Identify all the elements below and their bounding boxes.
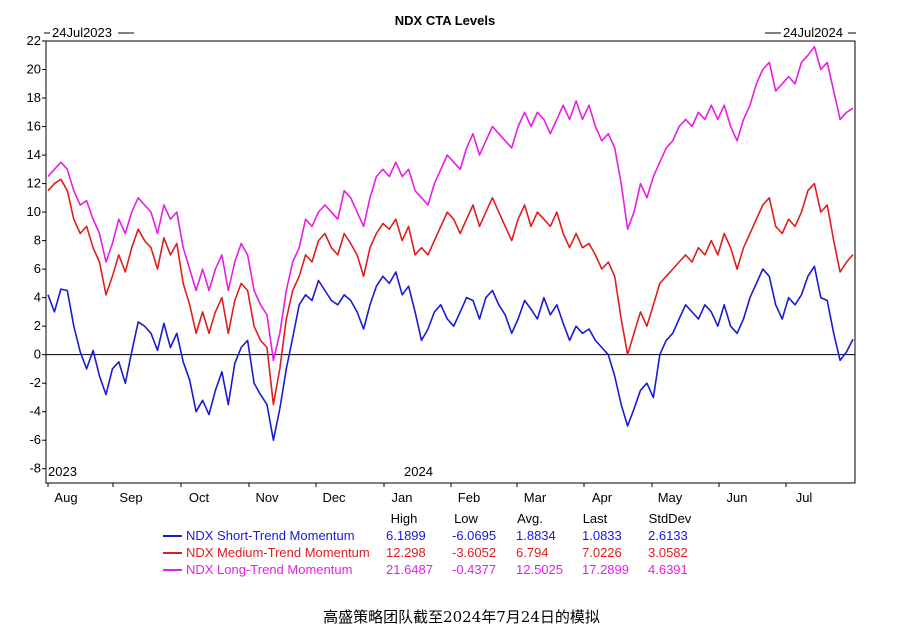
- x-month-label: Sep: [119, 490, 142, 505]
- legend-stat-value: 6.794: [516, 545, 549, 560]
- x-month-label: Jan: [392, 490, 413, 505]
- x-month-label: Jun: [727, 490, 748, 505]
- y-tick-label: 0: [34, 347, 41, 362]
- end-range-label: 24Jul2024: [783, 25, 843, 40]
- y-tick-label: 12: [27, 176, 41, 191]
- legend-stat-value: 4.6391: [648, 562, 688, 577]
- x-month-label: Aug: [54, 490, 77, 505]
- legend-stat-value: 1.0833: [582, 528, 622, 543]
- legend: High Low Avg. Last StdDev NDX Short-Trend Mom…: [163, 511, 692, 577]
- legend-stat-value: -0.4377: [452, 562, 496, 577]
- x-year-label: 2024: [404, 464, 433, 479]
- legend-stat-value: 17.2899: [582, 562, 629, 577]
- y-tick-label: 10: [27, 204, 41, 219]
- series-line: [47, 265, 854, 441]
- legend-stat-value: -3.6052: [452, 545, 496, 560]
- x-month-label: Dec: [322, 490, 346, 505]
- stats-header: StdDev: [649, 511, 692, 526]
- y-tick-label: 8: [34, 233, 41, 248]
- stats-header: Last: [583, 511, 608, 526]
- stats-header: Avg.: [517, 511, 543, 526]
- legend-stat-value: 2.6133: [648, 528, 688, 543]
- x-month-label: Nov: [255, 490, 279, 505]
- legend-series-name: NDX Long-Trend Momentum: [186, 562, 352, 577]
- stats-header: Low: [454, 511, 478, 526]
- series-line: [47, 178, 854, 406]
- legend-stat-value: 21.6487: [386, 562, 433, 577]
- y-tick-label: -2: [29, 375, 41, 390]
- y-tick-label: -6: [29, 432, 41, 447]
- start-range-label: 24Jul2023: [52, 25, 112, 40]
- x-year-label: 2023: [48, 464, 77, 479]
- legend-stat-value: 1.8834: [516, 528, 556, 543]
- y-tick-label: 22: [27, 33, 41, 48]
- x-month-label: Jul: [796, 490, 813, 505]
- chart-title: NDX CTA Levels: [395, 13, 495, 28]
- legend-series-name: NDX Medium-Trend Momentum: [186, 545, 370, 560]
- x-month-label: Mar: [524, 490, 547, 505]
- y-tick-label: 14: [27, 147, 41, 162]
- stats-header: High: [391, 511, 418, 526]
- legend-stat-value: 7.0226: [582, 545, 622, 560]
- legend-stat-value: 3.0582: [648, 545, 688, 560]
- legend-stat-value: 12.298: [386, 545, 426, 560]
- legend-stat-value: 6.1899: [386, 528, 426, 543]
- y-tick-label: 2: [34, 318, 41, 333]
- y-tick-label: 18: [27, 90, 41, 105]
- legend-stat-value: 12.5025: [516, 562, 563, 577]
- series-line: [47, 45, 854, 362]
- y-tick-label: -8: [29, 461, 41, 476]
- y-tick-label: -4: [29, 404, 41, 419]
- legend-stat-value: -6.0695: [452, 528, 496, 543]
- x-month-label: Oct: [189, 490, 210, 505]
- x-month-label: Feb: [458, 490, 480, 505]
- x-month-label: May: [658, 490, 683, 505]
- y-tick-label: 20: [27, 62, 41, 77]
- x-month-label: Apr: [592, 490, 613, 505]
- y-tick-label: 6: [34, 261, 41, 276]
- y-tick-label: 4: [34, 290, 41, 305]
- caption: 高盛策略团队截至2024年7月24日的模拟: [323, 608, 600, 626]
- plot-frame: [45, 40, 856, 484]
- y-tick-label: 16: [27, 119, 41, 134]
- legend-series-name: NDX Short-Trend Momentum: [186, 528, 355, 543]
